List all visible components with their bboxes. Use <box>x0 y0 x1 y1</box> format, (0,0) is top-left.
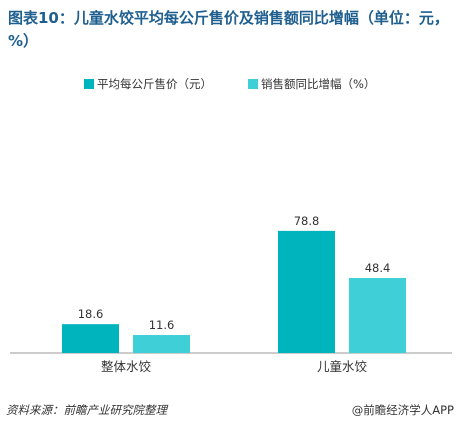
chart-plot-area: 18.6 11.6 整体水饺 78.8 48.4 儿童水饺 <box>10 214 452 374</box>
legend-label-series-1: 平均每公斤售价（元） <box>97 77 212 91</box>
footer: 资料来源：前瞻产业研究院整理 @前瞻经济学人APP <box>0 402 462 422</box>
legend-item-series-2: 销售额同比增幅（%） <box>248 76 375 92</box>
legend-swatch-series-1 <box>84 79 94 89</box>
legend: 平均每公斤售价（元） 销售额同比增幅（%） <box>0 76 462 96</box>
category-label-1: 整体水饺 <box>101 359 152 374</box>
data-label-2-series-2: 48.4 <box>365 261 391 275</box>
source-note: 资料来源：前瞻产业研究院整理 <box>6 403 167 417</box>
legend-label-series-2: 销售额同比增幅（%） <box>261 77 376 91</box>
bar-1-series-2 <box>133 335 190 353</box>
chart-title: 图表10：儿童水饺平均每公斤售价及销售额同比增幅（单位：元，%） <box>8 9 449 50</box>
legend-item-series-1: 平均每公斤售价（元） <box>84 76 212 92</box>
data-label-2-series-1: 78.8 <box>294 214 320 228</box>
legend-swatch-series-2 <box>248 79 258 89</box>
data-label-1-series-2: 11.6 <box>149 318 175 332</box>
bar-1-series-1 <box>62 324 119 353</box>
bar-2-series-2 <box>349 277 406 353</box>
category-label-2: 儿童水饺 <box>317 359 368 374</box>
data-label-1-series-1: 18.6 <box>78 307 104 321</box>
brand-watermark: @前瞻经济学人APP <box>351 403 454 417</box>
bar-2-series-1 <box>278 230 335 353</box>
